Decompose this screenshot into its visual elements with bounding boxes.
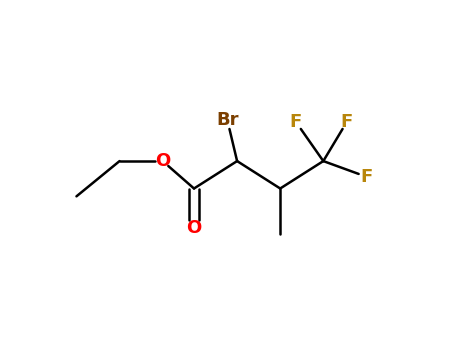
Text: O: O: [155, 152, 170, 170]
Text: F: F: [341, 113, 353, 131]
Text: Br: Br: [216, 111, 238, 129]
Text: O: O: [187, 219, 202, 237]
Text: F: F: [360, 168, 373, 186]
Text: F: F: [290, 113, 302, 131]
